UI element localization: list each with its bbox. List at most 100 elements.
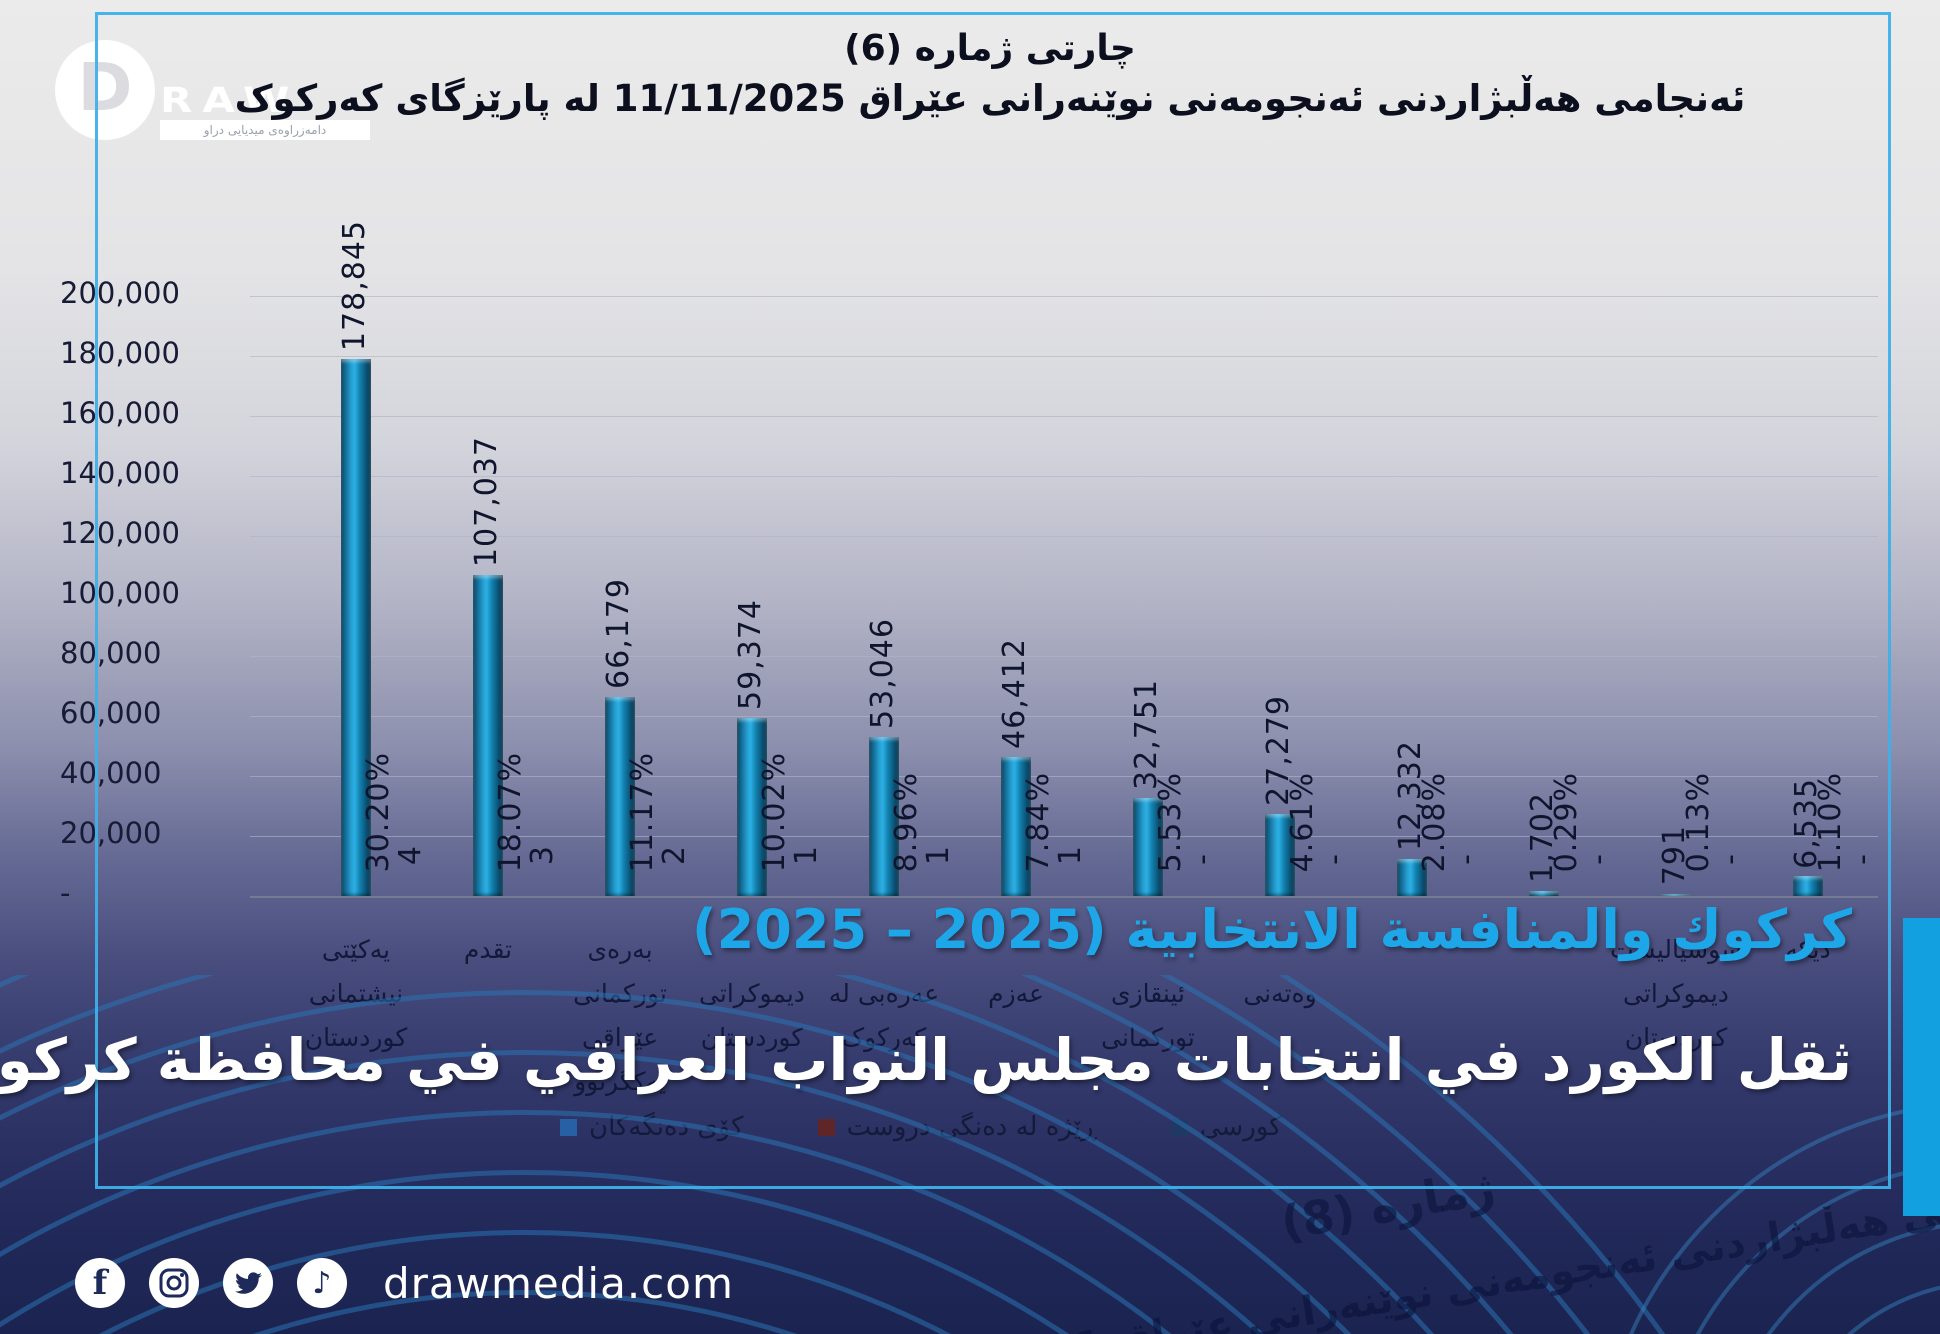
category-label-line: تورکمانی bbox=[1101, 1023, 1195, 1052]
bar-percent-label: 11.17% bbox=[625, 751, 660, 872]
category-label-line: دیموکراتی bbox=[1623, 979, 1729, 1008]
y-gridline bbox=[250, 596, 1878, 597]
bar-seats-label: - bbox=[1845, 853, 1880, 865]
legend-marker-icon bbox=[1170, 1118, 1188, 1136]
bar-8 bbox=[1265, 814, 1295, 896]
twitter-glyph bbox=[235, 1272, 262, 1294]
bar-percent-label: 7.84% bbox=[1021, 771, 1056, 872]
tiktok-glyph: ♪ bbox=[312, 1265, 332, 1301]
bar-3 bbox=[605, 697, 635, 896]
legend-label: ڕێژه له دەنگی دروست bbox=[846, 1112, 1097, 1142]
y-axis-tick-label: 100,000 bbox=[60, 576, 180, 610]
bar-value-label: 107,037 bbox=[469, 435, 504, 567]
y-axis-tick-label: 140,000 bbox=[60, 456, 180, 490]
category-label-line: تقدم bbox=[463, 935, 513, 964]
y-axis-tick-label: 200,000 bbox=[60, 276, 180, 310]
bar-9 bbox=[1397, 859, 1427, 896]
legend-label: کۆی دەنگەکان bbox=[589, 1112, 744, 1142]
legend-label: کورسی bbox=[1199, 1112, 1282, 1142]
category-label-line: کوردستان bbox=[304, 1023, 408, 1052]
category-label: تقدم bbox=[406, 928, 570, 972]
bar-seats-label: - bbox=[1317, 853, 1352, 865]
bar-12 bbox=[1793, 876, 1823, 896]
website-link[interactable]: drawmedia.com bbox=[383, 1258, 734, 1308]
x-axis-line bbox=[250, 896, 1878, 898]
chart-legend: کورسی ڕێژه له دەنگی دروست کۆی دەنگەکان bbox=[560, 1112, 1282, 1142]
legend-marker-icon bbox=[560, 1118, 577, 1136]
y-axis-tick-label: 120,000 bbox=[60, 516, 180, 550]
bar-percent-label: 18.07% bbox=[493, 751, 528, 872]
logo-d-icon: D bbox=[55, 40, 155, 140]
category-label-line: وەتەنی bbox=[1243, 979, 1317, 1008]
y-axis-tick-label: - bbox=[60, 876, 71, 910]
y-gridline bbox=[250, 416, 1878, 417]
bar-5 bbox=[869, 736, 899, 896]
chart-title-block: چارتی ژماره (6) ئەنجامی هەڵبژاردنی ئەنجو… bbox=[95, 28, 1885, 120]
headline-kurdish-weight: ثقل الكورد في انتخابات مجلس النواب العرا… bbox=[0, 1026, 1852, 1094]
bar-4 bbox=[737, 717, 767, 896]
y-axis-tick-label: 160,000 bbox=[60, 396, 180, 430]
bar-percent-label: 8.96% bbox=[889, 771, 924, 872]
bar-percent-label: 30.20% bbox=[361, 751, 396, 872]
bar-seats-label: 2 bbox=[657, 844, 692, 865]
twitter-icon[interactable] bbox=[223, 1258, 273, 1308]
bar-percent-label: 10.02% bbox=[757, 751, 792, 872]
bar-value-label: 59,374 bbox=[733, 598, 768, 710]
chart-title: چارتی ژماره (6) bbox=[844, 28, 1136, 69]
category-label-line: یەکێتی bbox=[321, 935, 391, 964]
bar-value-label: 178,845 bbox=[337, 220, 372, 352]
legend-item-total-votes: کۆی دەنگەکان bbox=[560, 1112, 744, 1142]
y-axis-tick-label: 60,000 bbox=[60, 696, 162, 730]
bar-value-label: 53,046 bbox=[865, 617, 900, 729]
logo-monogram: D bbox=[77, 49, 133, 126]
category-label: دیکه bbox=[1726, 928, 1890, 972]
bar-percent-label: 0.29% bbox=[1549, 771, 1584, 872]
bar-seats-label: - bbox=[1185, 853, 1220, 865]
facebook-icon[interactable]: f bbox=[75, 1258, 125, 1308]
blue-accent-tab bbox=[1903, 918, 1940, 1216]
bar-10 bbox=[1529, 890, 1559, 896]
y-gridline bbox=[250, 296, 1878, 297]
category-label: وەتەنی bbox=[1198, 972, 1362, 1016]
bar-percent-label: 0.13% bbox=[1681, 771, 1716, 872]
legend-item-valid-vote-share: ڕێژه له دەنگی دروست bbox=[817, 1112, 1097, 1142]
category-label-line: کوردستان bbox=[700, 1023, 804, 1052]
bar-seats-label: - bbox=[1713, 853, 1748, 865]
bar-percent-label: 5.53% bbox=[1153, 771, 1188, 872]
chart-subtitle: ئەنجامی هەڵبژاردنی ئەنجومەنی نوێنەرانی ع… bbox=[234, 77, 1746, 120]
category-label-line: بەرەی bbox=[587, 935, 653, 964]
bar-percent-label: 1.10% bbox=[1813, 771, 1848, 872]
legend-marker-icon bbox=[817, 1118, 835, 1136]
headline-kirkuk-competition: كركوك والمنافسة الانتخابية (2025 – 2025) bbox=[692, 898, 1852, 961]
y-axis-tick-label: 40,000 bbox=[60, 756, 162, 790]
category-label-line: سوشیالیست bbox=[1610, 935, 1742, 964]
instagram-icon[interactable] bbox=[149, 1258, 199, 1308]
category-label-line: یەکگرتوو bbox=[574, 1067, 666, 1096]
bar-seats-label: - bbox=[1449, 853, 1484, 865]
category-label-line: کوردستان bbox=[1624, 1023, 1728, 1052]
footer-bar: f ♪ drawmedia.com bbox=[0, 1232, 1940, 1334]
y-gridline bbox=[250, 776, 1878, 777]
bar-seats-label: 1 bbox=[921, 844, 956, 865]
y-axis-tick-label: 180,000 bbox=[60, 336, 180, 370]
y-gridline bbox=[250, 476, 1878, 477]
bar-seats-label: 3 bbox=[525, 844, 560, 865]
bar-value-label: 46,412 bbox=[997, 637, 1032, 749]
bar-7 bbox=[1133, 797, 1163, 896]
bar-2 bbox=[473, 574, 503, 896]
bar-seats-label: - bbox=[1581, 853, 1616, 865]
y-gridline bbox=[250, 716, 1878, 717]
legend-item-seats: کورسی bbox=[1170, 1112, 1282, 1142]
y-gridline bbox=[250, 836, 1878, 837]
y-axis-tick-label: 20,000 bbox=[60, 816, 162, 850]
tiktok-icon[interactable]: ♪ bbox=[297, 1258, 347, 1308]
bar-seats-label: 4 bbox=[393, 844, 428, 865]
bar-value-label: 66,179 bbox=[601, 578, 636, 690]
y-gridline bbox=[250, 356, 1878, 357]
facebook-glyph: f bbox=[92, 1263, 108, 1303]
y-gridline bbox=[250, 536, 1878, 537]
bar-11 bbox=[1661, 893, 1691, 896]
bar-percent-label: 4.61% bbox=[1285, 771, 1320, 872]
y-axis-tick-label: 80,000 bbox=[60, 636, 162, 670]
